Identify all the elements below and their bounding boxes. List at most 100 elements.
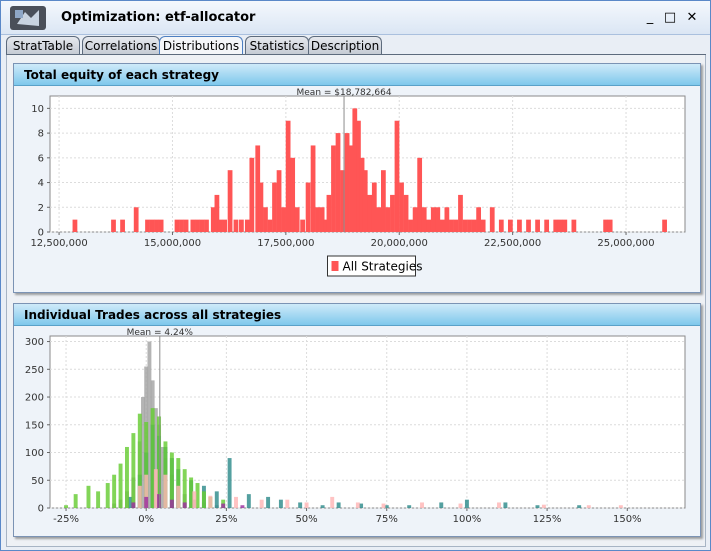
histogram-bar	[371, 182, 377, 232]
tab-statistics[interactable]: Statistics	[245, 36, 309, 54]
histogram-bar	[458, 503, 463, 508]
histogram-bar	[131, 433, 136, 508]
histogram-bar	[263, 207, 268, 232]
histogram-bar	[112, 474, 117, 508]
histogram-bar	[96, 491, 101, 508]
histogram-bar	[272, 182, 277, 232]
histogram-bar	[105, 483, 110, 508]
histogram-bar	[153, 469, 158, 508]
histogram-bar	[453, 219, 459, 232]
minimize-button[interactable]: _	[646, 10, 654, 25]
histogram-bar	[192, 491, 197, 508]
histogram-bar	[182, 502, 187, 508]
histogram-bar	[174, 219, 180, 232]
y-tick-label: 300	[25, 337, 44, 348]
histogram-bar	[376, 207, 382, 232]
title-bar[interactable]: Optimization: etf-allocator _ □ ✕	[1, 1, 710, 35]
histogram-bar	[163, 474, 168, 508]
histogram-bar	[234, 496, 238, 508]
maximize-button[interactable]: □	[663, 10, 677, 25]
histogram-bar	[128, 496, 133, 508]
histogram-bar	[258, 182, 264, 232]
histogram-bar	[217, 219, 223, 232]
equity-histogram: Mean = $18,782,664 0 2 4 6 8 10 12,500,000 15,00…	[30, 88, 686, 277]
mean-annotation: Mean = 4.24%	[127, 328, 194, 338]
tab-distributions[interactable]: Distributions	[159, 36, 243, 54]
histogram-bar	[498, 219, 504, 232]
histogram-bar	[157, 416, 162, 508]
histogram-bar	[125, 446, 129, 508]
tab-underline	[6, 54, 706, 55]
window-title: Optimization: etf-allocator	[61, 10, 256, 25]
histogram-bar	[147, 341, 152, 508]
histogram-bar	[145, 219, 150, 232]
histogram-bar	[182, 469, 187, 508]
y-tick-label: 200	[25, 393, 44, 404]
histogram-bar	[153, 408, 158, 508]
mean-annotation: Mean = $18,782,664	[297, 88, 392, 98]
histogram-bar	[439, 219, 445, 232]
histogram-bar	[355, 502, 360, 508]
histogram-bar	[553, 219, 559, 232]
histogram-bar	[407, 505, 412, 508]
histogram-bar	[285, 120, 291, 232]
x-tick-label: 100%	[453, 514, 482, 525]
histogram-bar	[227, 458, 232, 508]
histogram-bar	[133, 207, 139, 232]
histogram-bar	[189, 477, 194, 508]
histogram-bar	[467, 219, 472, 232]
histogram-bar	[176, 485, 181, 508]
tab-description[interactable]: Description	[308, 36, 382, 54]
histogram-bar	[618, 505, 623, 508]
x-tick-label: 150%	[613, 514, 642, 525]
histogram-bar	[326, 194, 332, 232]
x-tick-label: 75%	[376, 514, 398, 525]
histogram-bar	[417, 157, 423, 232]
histogram-bar	[300, 219, 306, 232]
histogram-bar	[158, 219, 164, 232]
tab-correlations[interactable]: Correlations	[82, 36, 160, 54]
histogram-bar	[390, 194, 395, 232]
y-tick-label: 8	[38, 129, 44, 140]
histogram-bar	[214, 491, 219, 508]
histogram-bar	[385, 207, 391, 232]
histogram-bar	[276, 170, 282, 232]
histogram-bar	[222, 219, 228, 232]
x-tick-label: 25%	[215, 514, 237, 525]
histogram-bar	[503, 502, 508, 508]
histogram-bar	[356, 120, 361, 232]
histogram-bar	[233, 219, 239, 232]
histogram-bar	[349, 145, 355, 232]
histogram-bar	[557, 219, 563, 232]
y-tick-label: 250	[25, 365, 44, 376]
trades-panel-title: Individual Trades across all strategies	[24, 308, 282, 322]
legend-swatch	[331, 261, 339, 271]
histogram-bar	[408, 219, 413, 232]
y-tick-label: 100	[25, 448, 44, 459]
histogram-bar	[535, 505, 540, 508]
histogram-bar	[249, 157, 255, 232]
histogram-bar	[497, 502, 501, 508]
histogram-bar	[421, 207, 427, 232]
histogram-bar	[352, 108, 358, 232]
trades-histogram: Mean = 4.24% 0 50 100 150 200 250 300 -25% 0% 25% 5…	[25, 328, 686, 525]
x-tick-label: 22,500,000	[484, 238, 541, 249]
histogram-bar	[517, 219, 522, 232]
y-tick-label: 0	[38, 228, 44, 239]
histogram-bar	[480, 219, 486, 232]
histogram-bar	[137, 485, 142, 508]
histogram-bar	[195, 219, 200, 232]
histogram-bar	[336, 502, 341, 508]
histogram-bar	[298, 502, 303, 508]
histogram-bar	[86, 485, 91, 508]
histogram-bar	[259, 499, 264, 508]
histogram-bar	[201, 491, 206, 508]
y-tick-label: 6	[38, 153, 44, 164]
tab-strattable[interactable]: StratTable	[6, 36, 80, 54]
histogram-bar	[176, 458, 181, 508]
histogram-bar	[403, 194, 409, 232]
histogram-bar	[458, 194, 463, 232]
close-button[interactable]: ✕	[686, 10, 698, 25]
x-tick-label: 125%	[533, 514, 562, 525]
